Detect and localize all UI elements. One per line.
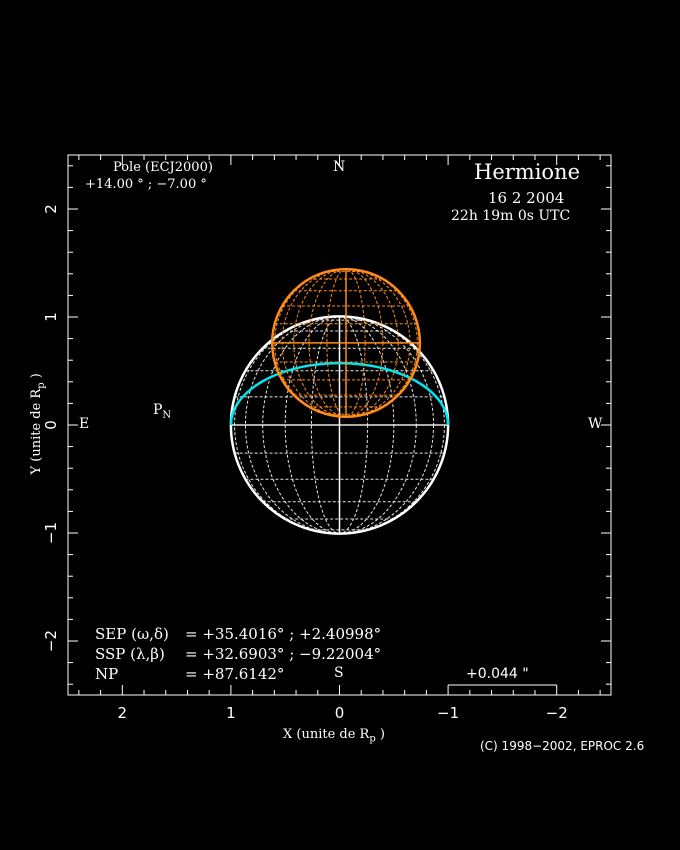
satellite-limb [270,267,422,419]
compass-east: E [79,416,90,432]
info-ssp-label: SSP (λ,β) [95,645,165,663]
y-tick-label: 2 [42,204,60,214]
compass-west: W [588,416,603,432]
compass-south: S [334,665,344,681]
x-tick-label: 1 [226,704,236,722]
x-tick-label: −1 [437,704,459,722]
info-np-label: NP [95,665,119,683]
x-tick-label: 2 [118,704,128,722]
y-tick-label: −1 [42,522,60,544]
y-tick-label: 0 [42,420,60,430]
time-label: 22h 19m 0s UTC [451,208,571,224]
date-label: 16 2 2004 [488,189,565,207]
scale-label: +0.044 " [466,666,529,682]
x-axis-label: X (unite de Rp ) [283,727,385,745]
compass-north: N [333,159,346,175]
y-axis-label: Y (unite de Rp ) [29,373,47,475]
pole-values: +14.00 ° ; −7.00 ° [85,177,207,192]
info-np-value: = +87.6142° [185,665,285,683]
x-tick-label: −2 [546,704,568,722]
copyright: (C) 1998−2002, EPROC 2.6 [480,739,645,753]
pole-label: Pole (ECJ2000) [113,160,213,175]
y-tick-label: 1 [42,312,60,322]
info-sep-value: = +35.4016° ; +2.40998° [185,625,382,643]
chart-title: Hermione [474,160,581,184]
info-ssp-value: = +32.6903° ; −9.22004° [185,645,382,663]
x-tick-label: 0 [335,704,345,722]
info-sep-label: SEP (ω,δ) [95,625,169,643]
y-tick-label: −2 [42,630,60,652]
terminator-arc [229,361,450,426]
pole-marker: PN [153,402,172,421]
